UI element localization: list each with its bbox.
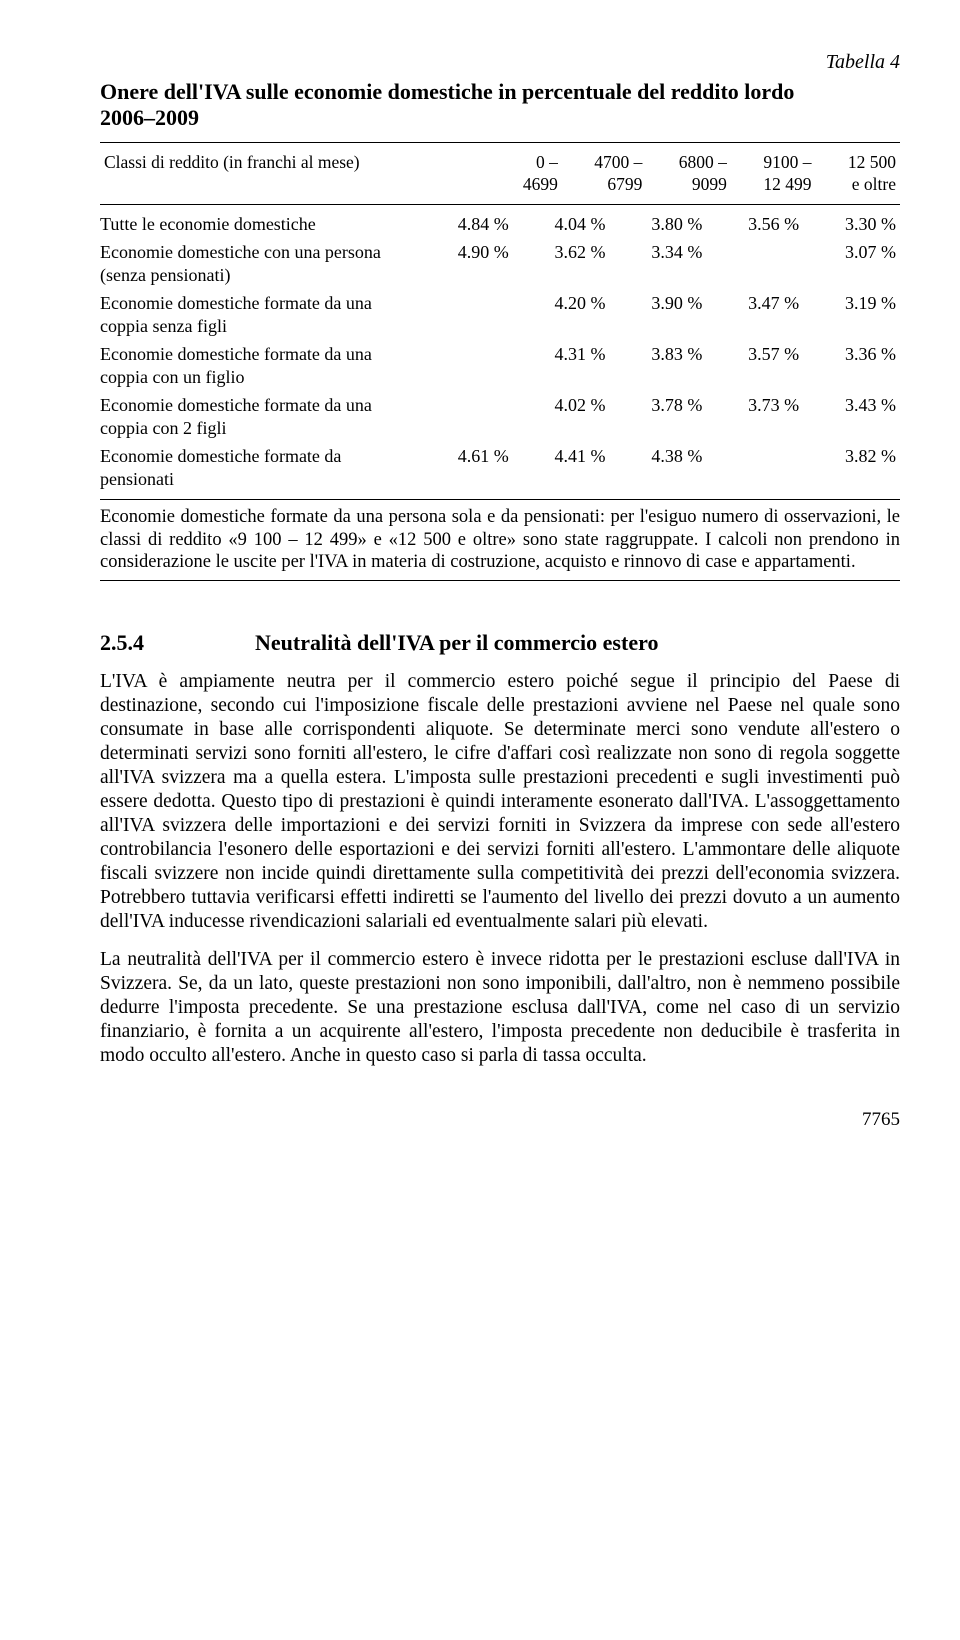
cell: 3.36 % [803,340,900,391]
cell [416,391,513,442]
cell [416,340,513,391]
data-table: Classi di reddito (in franchi al mese) 0… [100,149,900,199]
cell: 3.34 % [610,238,707,289]
cell [416,289,513,340]
cell: 4.61 % [416,442,513,493]
col-h-2: 6800 –9099 [646,149,731,199]
section-title: Neutralità dell'IVA per il commercio est… [255,629,658,657]
cell: 4.20 % [513,289,610,340]
col-h-0: 0 –4699 [497,149,562,199]
table-title: Onere dell'IVA sulle economie domestiche… [100,79,900,132]
section-heading: 2.5.4 Neutralità dell'IVA per il commerc… [100,629,900,657]
paragraph-1: L'IVA è ampiamente neutra per il commerc… [100,670,900,934]
cell: 3.73 % [706,391,803,442]
table-footnote: Economie domestiche formate da una perso… [100,506,900,574]
cell: 4.90 % [416,238,513,289]
table-row: Economie domestiche formate da una coppi… [100,289,900,340]
cell: 4.04 % [513,210,610,239]
data-table-body: Tutte le economie domestiche4.84 %4.04 %… [100,210,900,494]
row-label: Economie domestiche formate da una coppi… [100,289,416,340]
cell: 3.56 % [706,210,803,239]
rule-top [100,142,900,143]
col-h-3: 9100 –12 499 [731,149,816,199]
table-row: Economie domestiche formate da pensionat… [100,442,900,493]
section-number: 2.5.4 [100,629,255,657]
cell: 4.02 % [513,391,610,442]
table-title-l1: Onere dell'IVA sulle economie domestiche… [100,79,794,104]
cell-merged: 3.07 % [706,238,900,289]
cell: 3.43 % [803,391,900,442]
col-h-4: 12 500e oltre [815,149,900,199]
cell: 4.41 % [513,442,610,493]
cell: 3.80 % [610,210,707,239]
cell: 4.38 % [610,442,707,493]
table-row: Economie domestiche formate da una coppi… [100,340,900,391]
cell: 3.30 % [803,210,900,239]
table-row: Tutte le economie domestiche4.84 %4.04 %… [100,210,900,239]
rule-after-body [100,499,900,500]
row-label: Economie domestiche formate da una coppi… [100,391,416,442]
page-number: 7765 [100,1108,900,1132]
header-row: Classi di reddito (in franchi al mese) 0… [100,149,900,199]
table-row: Economie domestiche con una persona (sen… [100,238,900,289]
cell: 3.62 % [513,238,610,289]
row-label: Economie domestiche formate da pensionat… [100,442,416,493]
cell: 3.19 % [803,289,900,340]
col-h-1: 4700 –6799 [562,149,647,199]
header-label: Classi di reddito (in franchi al mese) [100,149,497,199]
cell-merged: 3.82 % [706,442,900,493]
table-label: Tabella 4 [100,50,900,75]
cell: 4.84 % [416,210,513,239]
cell: 3.57 % [706,340,803,391]
rule-mid [100,204,900,205]
cell: 3.47 % [706,289,803,340]
paragraph-2: La neutralità dell'IVA per il commercio … [100,948,900,1068]
cell: 3.78 % [610,391,707,442]
cell: 3.90 % [610,289,707,340]
row-label: Economie domestiche con una persona (sen… [100,238,416,289]
row-label: Economie domestiche formate da una coppi… [100,340,416,391]
row-label: Tutte le economie domestiche [100,210,416,239]
table-row: Economie domestiche formate da una coppi… [100,391,900,442]
cell: 4.31 % [513,340,610,391]
table-title-l2: 2006–2009 [100,105,199,130]
rule-bottom [100,580,900,581]
cell: 3.83 % [610,340,707,391]
